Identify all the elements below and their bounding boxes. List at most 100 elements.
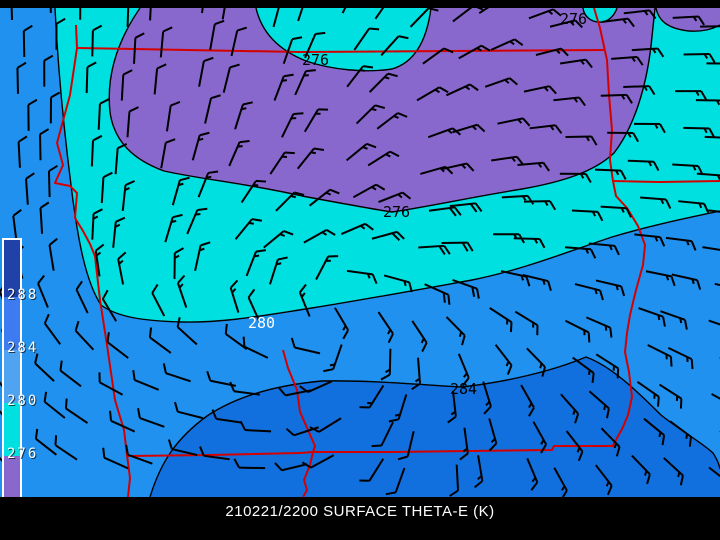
- barb-feather-full: [547, 280, 552, 291]
- barb-feather-full: [18, 135, 28, 143]
- barb-feather-full: [362, 65, 374, 69]
- barb-feather-full: [305, 69, 316, 73]
- barb-feather-full: [299, 385, 309, 393]
- barb-feather-full: [172, 213, 183, 219]
- barb-feather-full: [385, 491, 396, 496]
- wind-barb: [678, 200, 710, 214]
- wind-barb: [643, 417, 666, 446]
- barb-feather-half: [276, 262, 282, 266]
- barb-feather-half: [580, 59, 585, 65]
- barb-feather-full: [210, 94, 221, 100]
- wind-barb: [100, 171, 113, 204]
- wind-barb: [490, 38, 524, 51]
- barb-staff: [91, 30, 94, 57]
- border-left-stub: [75, 24, 78, 49]
- wind-barb: [634, 122, 666, 134]
- barb-feather-full: [125, 444, 129, 456]
- wind-barb: [559, 58, 593, 69]
- barb-staff: [225, 333, 248, 351]
- wind-barb: [594, 464, 613, 496]
- wind-barb: [34, 428, 57, 456]
- barb-feather-half: [385, 153, 391, 158]
- barb-feather-full: [648, 85, 656, 96]
- barb-feather-full: [525, 276, 531, 287]
- barb-feather-half: [477, 475, 483, 481]
- wind-barb: [25, 172, 35, 205]
- wind-barb: [565, 135, 598, 146]
- wind-barb: [565, 430, 584, 462]
- barb-feather-full: [129, 106, 139, 113]
- barb-feather-half: [591, 211, 597, 217]
- colorbar: [2, 238, 22, 514]
- barb-feather-half: [366, 273, 371, 279]
- barb-feather-half: [241, 107, 247, 111]
- barb-staff: [59, 369, 82, 388]
- barb-feather-full: [137, 407, 141, 419]
- wind-barb: [665, 236, 697, 251]
- barb-staff: [177, 410, 204, 420]
- barb-feather-full: [102, 171, 113, 179]
- barb-feather-full: [599, 290, 604, 301]
- barb-staff: [216, 417, 243, 424]
- barb-staff: [65, 407, 89, 424]
- wind-barb: [522, 274, 552, 291]
- barb-feather-half: [434, 88, 440, 94]
- contour-labels: 276 276 276 280 284: [248, 10, 587, 398]
- barb-feather-full: [364, 223, 374, 231]
- barb-feather-half: [620, 207, 625, 213]
- title-bar: 210221/2200 SURFACE THETA-E (K): [0, 497, 720, 540]
- barb-feather-full: [106, 332, 110, 343]
- wind-barb: [623, 9, 657, 20]
- barb-staff: [247, 297, 261, 322]
- barb-feather-half: [174, 254, 180, 259]
- barb-feather-half: [692, 16, 698, 22]
- wind-barb: [290, 337, 321, 355]
- barb-feather-half: [384, 76, 390, 80]
- barb-feather-half: [561, 485, 566, 491]
- barb-feather-full: [27, 98, 38, 106]
- wind-barb: [94, 243, 105, 277]
- barb-feather-full: [615, 446, 621, 457]
- wind-barb: [445, 316, 466, 346]
- barb-feather-full: [125, 180, 136, 186]
- barb-staff: [101, 298, 118, 322]
- barb-feather-full: [99, 98, 110, 105]
- wind-barb: [488, 418, 498, 452]
- barb-staff: [422, 47, 445, 65]
- barb-staff: [304, 33, 317, 59]
- barb-feather-half: [615, 169, 620, 176]
- barb-staff: [711, 393, 720, 400]
- barb-feather-full: [48, 164, 58, 172]
- wind-barb: [376, 112, 408, 130]
- wind-barb: [27, 98, 38, 131]
- barb-feather-full: [165, 138, 176, 144]
- barb-feather-half: [237, 145, 243, 148]
- barb-staff: [452, 4, 475, 23]
- wind-barb: [675, 90, 708, 101]
- barb-staff: [708, 209, 720, 213]
- wind-barb: [409, 7, 439, 28]
- colorbar-segment: [4, 350, 20, 403]
- barb-feather-half: [549, 125, 555, 131]
- wind-barb: [159, 26, 173, 58]
- barb-staff: [455, 464, 460, 491]
- barb-feather-full: [578, 96, 586, 107]
- barb-feather-half: [660, 198, 665, 205]
- barb-staff: [714, 282, 720, 287]
- barb-feather-full: [402, 191, 412, 200]
- wind-barb: [416, 86, 449, 102]
- wind-barb: [514, 310, 539, 336]
- barb-feather-full: [656, 396, 660, 407]
- barb-staff: [153, 68, 159, 95]
- wind-barb: [296, 147, 325, 170]
- barb-feather-full: [375, 183, 386, 191]
- barb-staff: [409, 7, 430, 28]
- barb-feather-full: [387, 72, 398, 78]
- barb-staff: [318, 417, 342, 433]
- barb-feather-full: [43, 54, 54, 62]
- barb-feather-full: [117, 251, 127, 260]
- wind-barb: [683, 126, 716, 138]
- wind-barb: [114, 143, 128, 175]
- barb-feather-half: [615, 284, 619, 291]
